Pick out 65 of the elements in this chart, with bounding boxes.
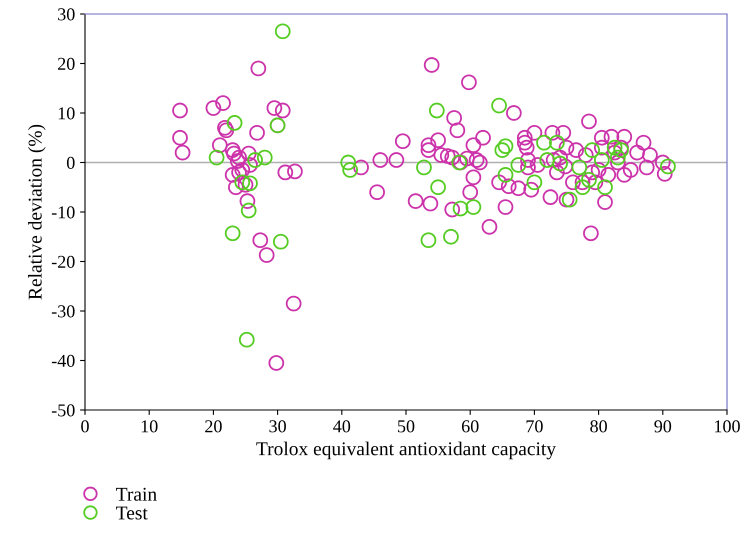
y-tick-label: 30 <box>58 8 75 20</box>
point <box>234 174 250 190</box>
point <box>226 115 242 131</box>
point <box>491 98 507 114</box>
point <box>552 156 568 172</box>
point <box>526 174 542 190</box>
point <box>242 175 258 192</box>
x-tick-label: 100 <box>715 420 740 432</box>
y-tick-label: -20 <box>52 256 75 268</box>
y-tick-label: 0 <box>66 156 75 169</box>
point <box>443 228 459 245</box>
x-tick-label: 80 <box>590 420 607 432</box>
point <box>224 225 241 242</box>
point <box>510 157 526 173</box>
point <box>494 142 510 158</box>
x-tick-label: 10 <box>142 420 158 432</box>
point <box>428 102 445 118</box>
point <box>610 150 626 166</box>
x-tick-label: 40 <box>333 420 350 432</box>
point <box>594 152 610 168</box>
point <box>581 172 597 188</box>
point <box>340 154 356 170</box>
x-tick-label: 50 <box>398 420 414 432</box>
point <box>416 160 432 176</box>
point <box>256 150 273 166</box>
y-tick-label: -40 <box>52 354 75 367</box>
legend-label: Test <box>116 506 148 520</box>
y-axis-title: Relative deviation (%) <box>28 124 46 300</box>
y-tick-label: -10 <box>52 206 75 218</box>
point <box>597 179 613 196</box>
point <box>430 179 446 196</box>
point <box>536 134 552 151</box>
point <box>584 142 600 158</box>
point <box>574 179 590 196</box>
point <box>247 152 263 168</box>
point <box>498 138 514 154</box>
point <box>606 140 622 156</box>
point <box>613 142 629 158</box>
point <box>498 167 514 183</box>
x-tick-label: 90 <box>654 420 672 432</box>
point <box>238 332 255 348</box>
point <box>274 23 291 40</box>
point <box>549 134 565 151</box>
point <box>272 234 289 250</box>
x-tick-label: 70 <box>526 420 543 432</box>
point <box>466 199 482 215</box>
point <box>571 160 588 176</box>
point <box>660 158 676 174</box>
legend-label: Train <box>116 488 157 501</box>
point <box>240 202 257 218</box>
x-tick-label: 20 <box>205 420 222 432</box>
x-tick-label: 30 <box>269 420 286 432</box>
y-tick-label: -30 <box>52 305 75 318</box>
x-tick-label: 0 <box>81 420 89 432</box>
point <box>208 150 224 166</box>
point <box>539 152 556 168</box>
x-tick-label: 60 <box>462 420 479 432</box>
point <box>420 232 436 248</box>
point <box>562 192 578 208</box>
y-tick-label: 20 <box>58 58 75 70</box>
x-axis-title: Trolox equivalent antioxidant capacity <box>256 442 556 460</box>
y-tick-label: -50 <box>52 404 75 416</box>
point <box>452 200 468 216</box>
y-tick-label: 10 <box>58 107 75 120</box>
point <box>342 162 358 178</box>
